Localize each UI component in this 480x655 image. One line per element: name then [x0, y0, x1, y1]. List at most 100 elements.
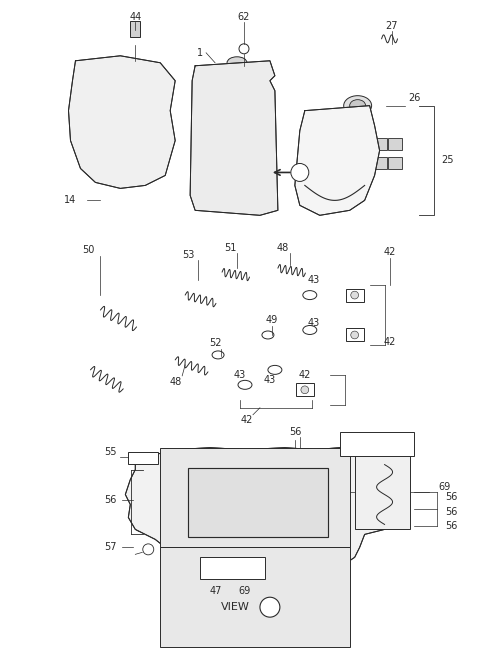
- Text: 43: 43: [264, 375, 276, 385]
- Circle shape: [357, 506, 367, 516]
- Circle shape: [285, 556, 295, 567]
- Circle shape: [226, 176, 235, 185]
- Bar: [346, 329, 364, 341]
- Text: 69: 69: [239, 586, 251, 596]
- Circle shape: [96, 121, 106, 130]
- Bar: [130, 21, 140, 37]
- Circle shape: [227, 489, 238, 500]
- Circle shape: [343, 492, 352, 501]
- Text: 27: 27: [385, 21, 398, 31]
- Ellipse shape: [303, 326, 317, 335]
- Circle shape: [150, 96, 160, 105]
- Text: 48: 48: [277, 243, 289, 253]
- Text: 56: 56: [445, 491, 457, 502]
- Circle shape: [232, 472, 243, 483]
- Circle shape: [266, 510, 270, 514]
- Circle shape: [239, 44, 249, 54]
- Text: 57: 57: [104, 542, 117, 552]
- Circle shape: [115, 136, 125, 145]
- Ellipse shape: [344, 96, 372, 116]
- Circle shape: [208, 476, 212, 479]
- Text: 43: 43: [234, 370, 246, 380]
- Circle shape: [96, 145, 106, 155]
- Text: 43: 43: [308, 318, 320, 328]
- Circle shape: [211, 116, 219, 125]
- Circle shape: [214, 565, 223, 574]
- Polygon shape: [69, 56, 175, 189]
- Circle shape: [134, 454, 142, 462]
- Circle shape: [266, 476, 270, 479]
- Circle shape: [135, 470, 145, 479]
- Bar: [200, 557, 265, 579]
- Circle shape: [263, 506, 274, 517]
- Circle shape: [243, 176, 252, 185]
- Text: 53: 53: [182, 250, 194, 260]
- Circle shape: [161, 523, 169, 531]
- Bar: [160, 447, 350, 548]
- Text: 62: 62: [238, 12, 250, 22]
- Circle shape: [249, 538, 257, 547]
- Text: 56: 56: [445, 521, 457, 531]
- Text: 25: 25: [441, 155, 454, 166]
- Bar: [296, 383, 314, 396]
- Text: 52: 52: [209, 338, 221, 348]
- Circle shape: [236, 476, 240, 479]
- Text: 50: 50: [82, 245, 95, 255]
- Circle shape: [278, 541, 281, 544]
- Text: 43: 43: [308, 275, 320, 285]
- Circle shape: [254, 522, 265, 533]
- Circle shape: [254, 489, 265, 500]
- Circle shape: [135, 504, 145, 514]
- Circle shape: [357, 489, 367, 500]
- Circle shape: [357, 521, 367, 531]
- Circle shape: [237, 556, 247, 567]
- Circle shape: [243, 96, 252, 105]
- Text: A: A: [267, 603, 273, 612]
- Bar: [346, 289, 364, 301]
- Circle shape: [351, 331, 359, 339]
- Text: 69: 69: [438, 481, 451, 491]
- Text: 48: 48: [169, 377, 181, 387]
- Text: 49: 49: [266, 315, 278, 325]
- Ellipse shape: [227, 57, 247, 69]
- Circle shape: [230, 525, 234, 529]
- Bar: [160, 548, 350, 647]
- Bar: [372, 138, 386, 149]
- Ellipse shape: [262, 331, 274, 339]
- Bar: [387, 157, 402, 170]
- Text: 14: 14: [64, 195, 77, 206]
- Circle shape: [96, 96, 106, 105]
- Text: 1: 1: [197, 48, 203, 58]
- Circle shape: [161, 508, 169, 515]
- Circle shape: [343, 475, 352, 484]
- Circle shape: [227, 522, 238, 533]
- Circle shape: [236, 510, 240, 514]
- Polygon shape: [125, 447, 399, 581]
- Text: 42: 42: [384, 247, 396, 257]
- Circle shape: [211, 176, 219, 185]
- Polygon shape: [190, 61, 278, 215]
- Circle shape: [199, 541, 202, 544]
- Circle shape: [243, 116, 252, 125]
- Circle shape: [226, 156, 235, 165]
- Bar: [355, 455, 409, 529]
- Text: 51: 51: [224, 243, 236, 253]
- Circle shape: [343, 509, 352, 518]
- Circle shape: [203, 525, 207, 529]
- Circle shape: [252, 541, 254, 544]
- Polygon shape: [295, 105, 380, 215]
- Text: 47: 47: [210, 586, 222, 596]
- Circle shape: [204, 472, 216, 483]
- Text: 55: 55: [104, 447, 117, 457]
- Circle shape: [135, 116, 145, 126]
- Circle shape: [200, 489, 211, 500]
- Circle shape: [385, 457, 394, 466]
- Circle shape: [226, 136, 235, 145]
- Bar: [188, 468, 328, 537]
- Circle shape: [161, 474, 169, 481]
- Circle shape: [200, 522, 211, 533]
- Text: A: A: [297, 168, 302, 177]
- Circle shape: [276, 538, 284, 547]
- Circle shape: [161, 491, 169, 498]
- Circle shape: [365, 457, 374, 466]
